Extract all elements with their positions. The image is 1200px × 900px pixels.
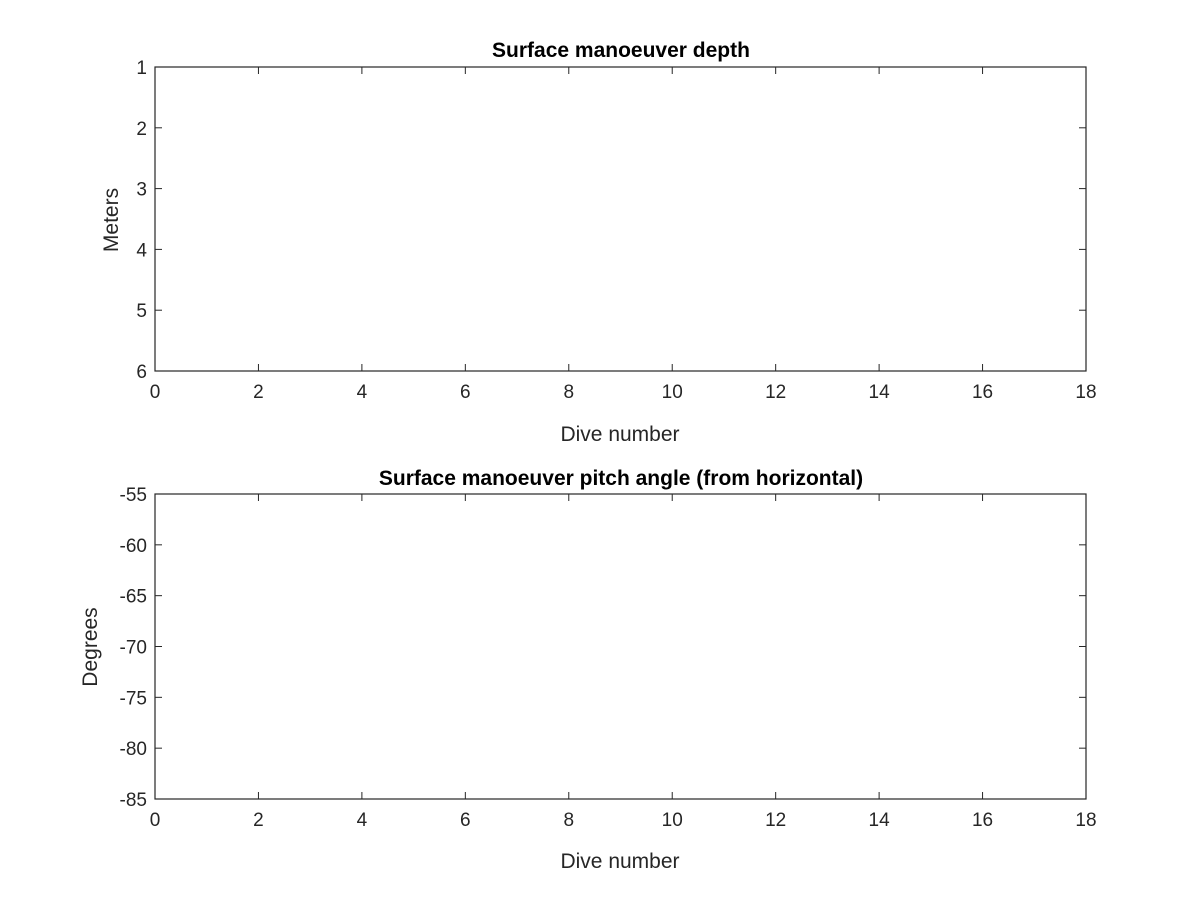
pitch-y-axis-label: Degrees [79,607,102,686]
depth-x-tick-label: 2 [253,382,264,403]
depth-y-tick-label: 2 [136,119,147,140]
depth-y-tick-label: 1 [136,58,147,79]
depth-x-tick-label: 14 [869,382,891,403]
pitch-x-tick-label: 2 [253,810,264,831]
pitch-subplot: Surface manoeuver pitch angle (from hori… [79,467,1097,873]
pitch-x-tick-label: 4 [357,810,368,831]
depth-y-tick-label: 5 [136,301,147,322]
pitch-x-tick-label: 12 [765,810,786,831]
depth-x-tick-label: 8 [563,382,574,403]
pitch-x-tick-label: 8 [563,810,574,831]
pitch-y-tick-label: -75 [120,688,147,709]
depth-x-tick-label: 18 [1075,382,1096,403]
depth-y-tick-label: 4 [136,240,147,261]
pitch-y-tick-label: -80 [120,739,147,760]
depth-subplot: Surface manoeuver depth Dive number Mete… [100,39,1097,446]
depth-x-tick-label: 10 [662,382,683,403]
depth-x-axis-label: Dive number [560,423,679,446]
pitch-y-tick-label: -55 [120,485,147,506]
pitch-chart-title: Surface manoeuver pitch angle (from hori… [379,467,863,490]
pitch-axes-box [154,493,1087,800]
pitch-y-tick-label: -65 [120,587,147,608]
pitch-x-tick-label: 16 [972,810,993,831]
pitch-y-tick-label: -60 [120,536,147,557]
pitch-x-tick-label: 6 [460,810,471,831]
pitch-y-tick-label: -85 [120,790,147,811]
pitch-x-axis-label: Dive number [560,850,679,873]
depth-axes-box [154,66,1087,372]
pitch-x-tick-label: 14 [869,810,891,831]
depth-x-tick-label: 0 [150,382,161,403]
depth-chart-title: Surface manoeuver depth [492,39,750,62]
pitch-x-tick-label: 0 [150,810,161,831]
depth-y-tick-label: 6 [136,362,147,383]
pitch-x-tick-label: 18 [1075,810,1096,831]
depth-x-tick-label: 12 [765,382,786,403]
depth-x-tick-label: 16 [972,382,993,403]
pitch-y-tick-label: -70 [120,638,147,659]
depth-y-tick-label: 3 [136,180,147,201]
depth-x-tick-label: 4 [357,382,368,403]
pitch-x-tick-label: 10 [662,810,683,831]
depth-x-tick-label: 6 [460,382,471,403]
depth-y-axis-label: Meters [100,188,123,252]
